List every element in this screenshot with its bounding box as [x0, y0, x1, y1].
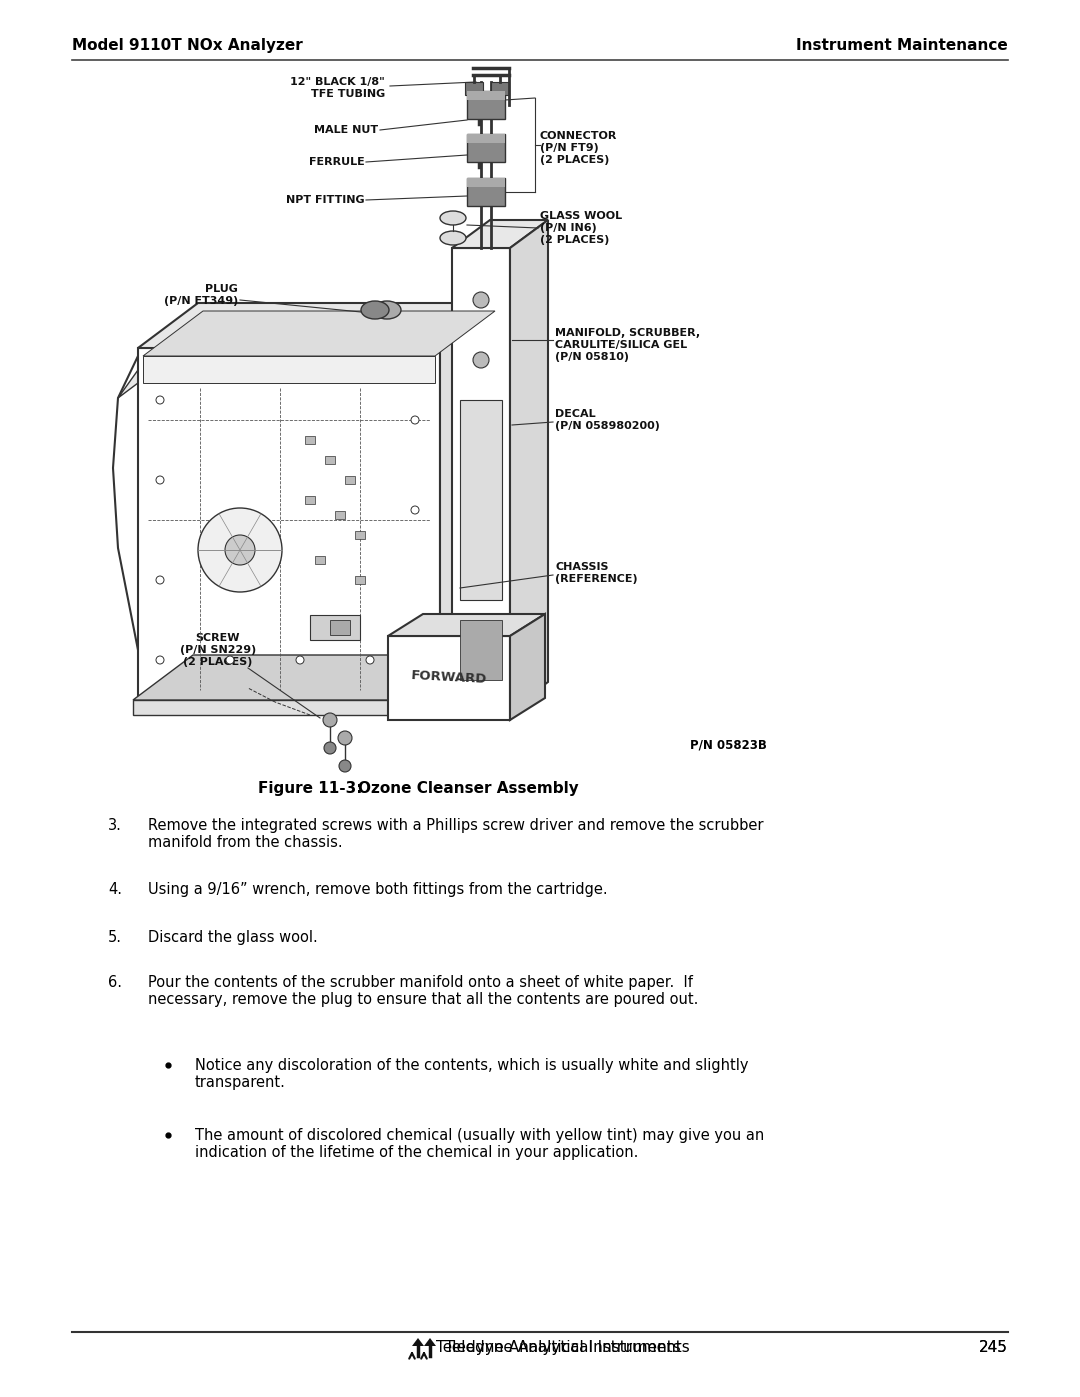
Text: Model 9110T NOx Analyzer: Model 9110T NOx Analyzer [72, 38, 302, 53]
Circle shape [156, 576, 164, 584]
Polygon shape [467, 177, 505, 205]
Polygon shape [453, 249, 510, 710]
Text: P/N 05823B: P/N 05823B [690, 738, 767, 752]
Text: Pour the contents of the scrubber manifold onto a sheet of white paper.  If
nece: Pour the contents of the scrubber manifo… [148, 975, 699, 1007]
Text: SCREW
(P/N SN229)
(2 PLACES): SCREW (P/N SN229) (2 PLACES) [180, 633, 256, 666]
Text: FORWARD: FORWARD [410, 669, 487, 686]
Polygon shape [133, 700, 445, 715]
Circle shape [411, 416, 419, 425]
Text: NPT FITTING: NPT FITTING [286, 196, 365, 205]
Text: Using a 9/16” wrench, remove both fittings from the cartridge.: Using a 9/16” wrench, remove both fittin… [148, 882, 608, 897]
Polygon shape [388, 636, 510, 719]
Text: 245: 245 [980, 1340, 1008, 1355]
Ellipse shape [361, 300, 389, 319]
Circle shape [156, 657, 164, 664]
Text: GLASS WOOL
(P/N IN6)
(2 PLACES): GLASS WOOL (P/N IN6) (2 PLACES) [540, 211, 622, 244]
Bar [335, 511, 345, 520]
Polygon shape [424, 1338, 436, 1345]
Circle shape [156, 395, 164, 404]
Text: Notice any discoloration of the contents, which is usually white and slightly
tr: Notice any discoloration of the contents… [195, 1058, 748, 1091]
Polygon shape [411, 1338, 424, 1345]
Bar [305, 436, 315, 444]
Circle shape [324, 742, 336, 754]
Polygon shape [510, 615, 545, 719]
Polygon shape [467, 91, 505, 119]
Circle shape [323, 712, 337, 726]
Polygon shape [467, 134, 505, 162]
Text: MALE NUT: MALE NUT [314, 124, 378, 136]
Text: PLUG
(P/N FT349): PLUG (P/N FT349) [164, 284, 238, 306]
Text: 6.: 6. [108, 975, 122, 990]
Text: Teledyne Analytical Instruments: Teledyne Analytical Instruments [436, 1340, 680, 1355]
Circle shape [339, 760, 351, 773]
Polygon shape [467, 134, 505, 142]
Text: CONNECTOR
(P/N FT9)
(2 PLACES): CONNECTOR (P/N FT9) (2 PLACES) [540, 131, 618, 165]
Polygon shape [138, 303, 500, 348]
Bar [345, 476, 355, 483]
Polygon shape [467, 177, 505, 187]
Circle shape [411, 506, 419, 514]
Bar [355, 576, 365, 584]
Polygon shape [465, 82, 483, 95]
Polygon shape [510, 219, 548, 710]
Text: 5.: 5. [108, 930, 122, 944]
Polygon shape [330, 620, 350, 636]
Circle shape [473, 352, 489, 367]
Circle shape [473, 292, 489, 307]
Circle shape [198, 509, 282, 592]
Polygon shape [143, 356, 435, 383]
Polygon shape [118, 312, 208, 398]
Polygon shape [113, 356, 168, 690]
Polygon shape [143, 312, 495, 356]
Polygon shape [460, 620, 502, 680]
Text: The amount of discolored chemical (usually with yellow tint) may give you an
ind: The amount of discolored chemical (usual… [195, 1127, 765, 1161]
Text: 12" BLACK 1/8"
TFE TUBING: 12" BLACK 1/8" TFE TUBING [291, 77, 384, 99]
Text: CHASSIS
(REFERENCE): CHASSIS (REFERENCE) [555, 562, 637, 584]
Ellipse shape [440, 231, 465, 244]
Polygon shape [310, 615, 360, 640]
Text: Instrument Maintenance: Instrument Maintenance [796, 38, 1008, 53]
Circle shape [338, 731, 352, 745]
Text: MANIFOLD, SCRUBBER,
CARULITE/SILICA GEL
(P/N 05810): MANIFOLD, SCRUBBER, CARULITE/SILICA GEL … [555, 328, 700, 362]
Polygon shape [388, 615, 545, 636]
Polygon shape [133, 655, 505, 700]
Text: Ozone Cleanser Assembly: Ozone Cleanser Assembly [357, 781, 579, 796]
Polygon shape [440, 303, 500, 700]
Circle shape [156, 476, 164, 483]
Polygon shape [491, 82, 509, 95]
Bar [325, 455, 335, 464]
Text: Teledyne Analytical Instruments: Teledyne Analytical Instruments [445, 1340, 690, 1355]
Text: 4.: 4. [108, 882, 122, 897]
Text: Remove the integrated screws with a Phillips screw driver and remove the scrubbe: Remove the integrated screws with a Phil… [148, 819, 764, 851]
Text: 3.: 3. [108, 819, 122, 833]
Text: DECAL
(P/N 058980200): DECAL (P/N 058980200) [555, 409, 660, 430]
Text: Figure 11-3:: Figure 11-3: [258, 781, 363, 796]
Bar [355, 531, 365, 539]
Polygon shape [453, 219, 548, 249]
Circle shape [296, 657, 303, 664]
Text: FERRULE: FERRULE [309, 156, 365, 168]
Circle shape [366, 657, 374, 664]
Circle shape [225, 535, 255, 564]
Ellipse shape [440, 211, 465, 225]
Ellipse shape [373, 300, 401, 319]
Bar [315, 556, 325, 564]
Polygon shape [467, 91, 505, 101]
Text: Discard the glass wool.: Discard the glass wool. [148, 930, 318, 944]
Polygon shape [138, 348, 440, 700]
Bar [305, 496, 315, 504]
Circle shape [226, 657, 234, 664]
Polygon shape [460, 400, 502, 599]
Text: 245: 245 [980, 1340, 1008, 1355]
